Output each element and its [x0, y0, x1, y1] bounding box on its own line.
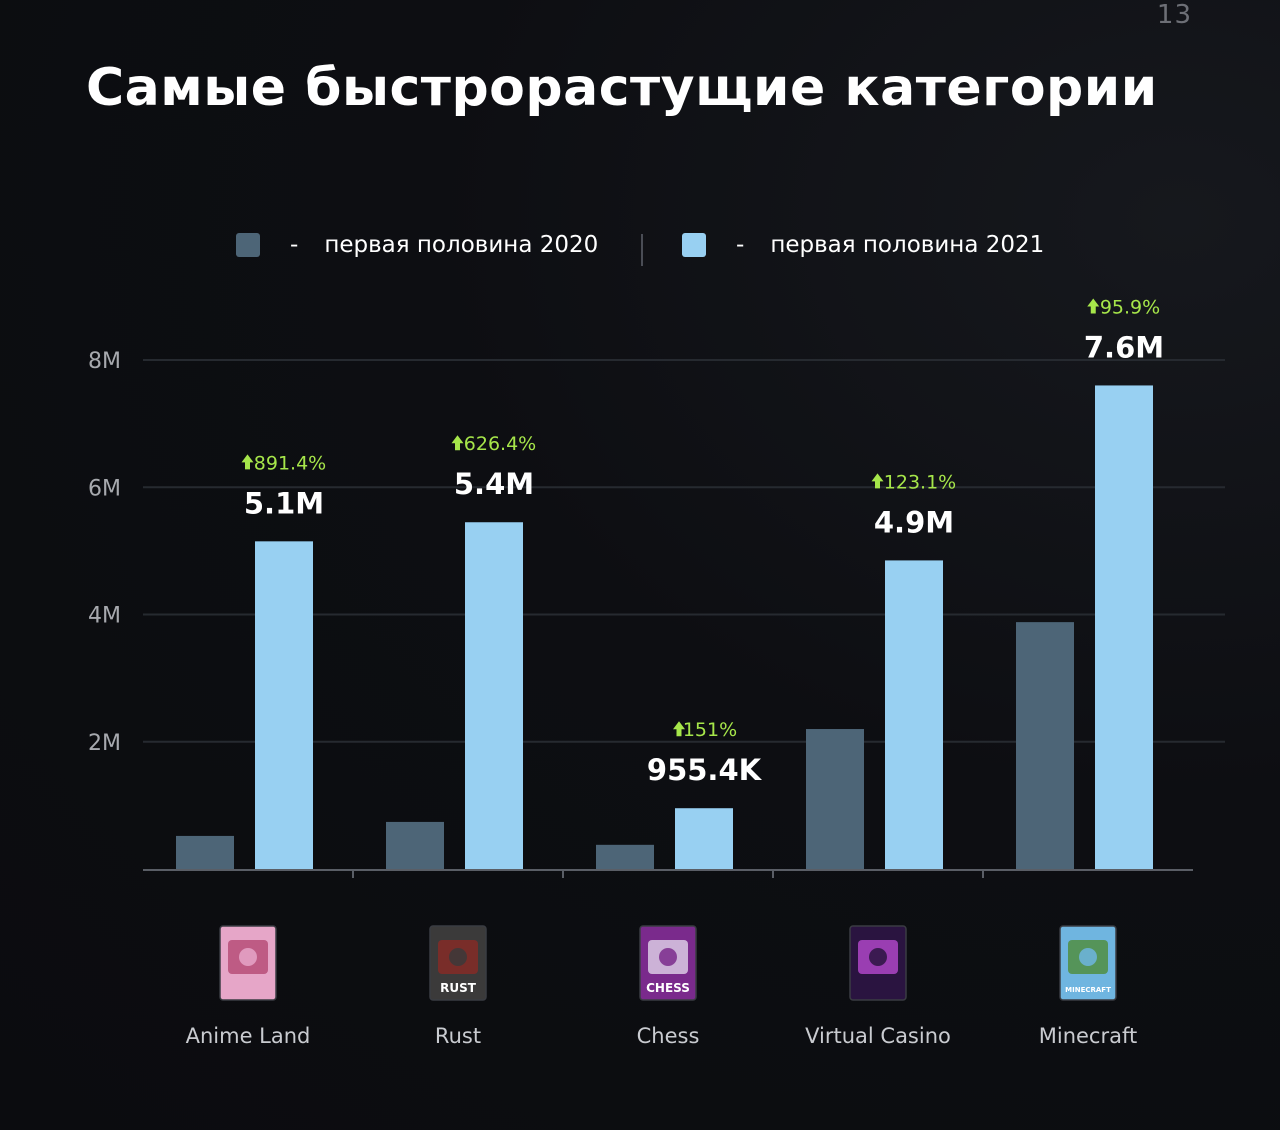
virtual-casino-game-icon [849, 925, 907, 1001]
bar-2020 [596, 844, 654, 869]
bar-2020 [806, 729, 864, 869]
data-label: 5.1M [244, 486, 324, 520]
data-label: 5.4M [454, 467, 534, 501]
rust-game-icon: RUST [429, 925, 487, 1001]
legend-dash: - [290, 232, 299, 258]
category-label: Virtual Casino [805, 1024, 951, 1048]
legend-dash: - [736, 232, 745, 258]
growth-arrow-icon [241, 454, 254, 470]
page-title: Самые быстрорастущие категории [86, 58, 1158, 118]
category-label: Minecraft [1039, 1024, 1138, 1048]
page-number: 13 [1156, 0, 1192, 30]
icon-art-detail [1079, 948, 1097, 966]
icon-art-detail [239, 948, 257, 966]
data-label: 7.6M [1084, 330, 1164, 364]
growth-arrow-icon [451, 435, 464, 451]
growth-arrow-icon [1087, 298, 1100, 314]
bar-2021 [885, 560, 943, 869]
category-label: Rust [435, 1024, 481, 1048]
growth-label: 151% [683, 719, 737, 741]
bar-2021 [465, 522, 523, 869]
icon-art-detail [659, 948, 677, 966]
bar-2021 [255, 541, 313, 869]
growth-label: 626.4% [464, 433, 536, 455]
icon-art-detail [449, 948, 467, 966]
growth-label: 891.4% [254, 452, 326, 474]
growth-arrow-icon [673, 721, 685, 737]
data-label: 4.9M [874, 505, 954, 539]
legend-swatch-2021 [682, 233, 706, 257]
y-tick-label: 6M [88, 476, 121, 501]
chess-game-icon: CHESS [639, 925, 697, 1001]
bar-2020 [386, 821, 444, 869]
bar-2020 [176, 835, 234, 869]
bar-2021 [1095, 385, 1153, 869]
chart-legend: - первая половина 2020 - первая половина… [0, 232, 1280, 268]
growth-label: 123.1% [884, 471, 956, 493]
icon-caption: MINECRAFT [1065, 986, 1111, 994]
icon-art-detail [869, 948, 887, 966]
category-label: Chess [637, 1024, 700, 1048]
legend-item-2020: - первая половина 2020 [236, 232, 598, 258]
data-label: 955.4K [647, 753, 763, 787]
minecraft-game-icon: MINECRAFT [1059, 925, 1117, 1001]
y-tick-label: 4M [88, 604, 121, 629]
growth-label: 95.9% [1100, 296, 1160, 318]
legend-label-2021: первая половина 2021 [770, 232, 1045, 258]
legend-label-2020: первая половина 2020 [324, 232, 599, 258]
anime-land-game-icon [219, 925, 277, 1001]
y-tick-label: 8M [88, 349, 121, 374]
bar-2021 [675, 808, 733, 869]
growth-arrow-icon [871, 473, 884, 489]
y-tick-label: 2M [88, 731, 121, 756]
category-label: Anime Land [186, 1024, 311, 1048]
legend-item-2021: - первая половина 2021 [682, 232, 1044, 258]
bar-2020 [1016, 622, 1074, 869]
icon-caption: RUST [440, 981, 477, 995]
legend-swatch-2020 [236, 233, 260, 257]
legend-separator [641, 234, 643, 266]
icon-caption: CHESS [646, 981, 690, 995]
